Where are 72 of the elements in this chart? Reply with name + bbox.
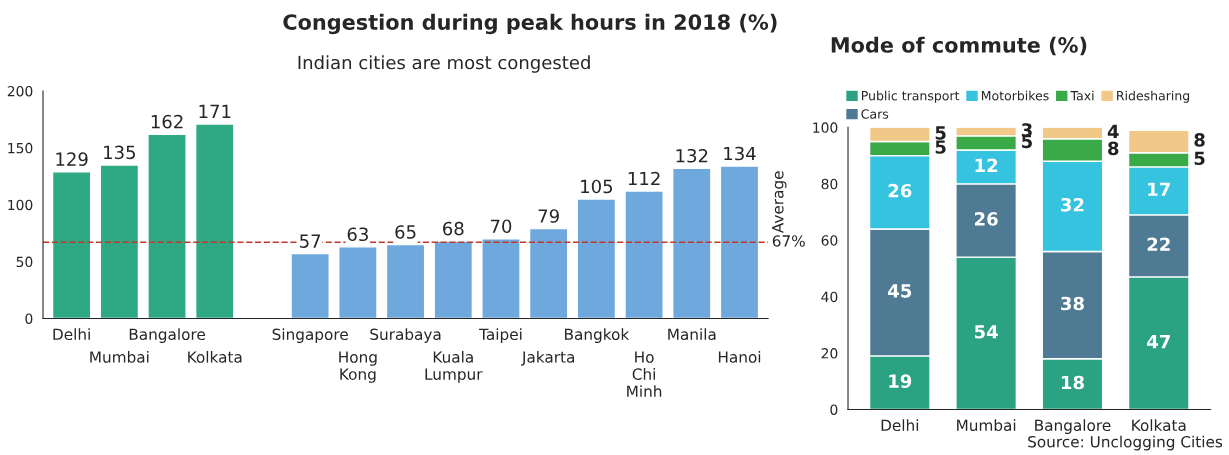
x-tick-label: Mumbai xyxy=(957,419,1016,432)
x-tick-label: Delhi xyxy=(881,419,919,432)
legend-label: Ridesharing xyxy=(1117,90,1190,103)
x-tick-label: Kolkata xyxy=(1132,419,1186,432)
y-tick-label: 100 xyxy=(813,122,838,133)
data-label: 135 xyxy=(104,145,135,160)
data-label: 45 xyxy=(888,284,912,298)
data-label: 54 xyxy=(974,325,998,339)
data-label: 47 xyxy=(1147,335,1170,349)
data-label: 4 xyxy=(1107,124,1119,139)
data-label: 26 xyxy=(888,183,912,198)
data-label: 63 xyxy=(347,227,368,242)
y-tick-label: 20 xyxy=(821,348,838,359)
x-tick-label: Kolkata xyxy=(188,350,242,363)
data-label: 79 xyxy=(538,209,559,223)
y-tick-label: 150 xyxy=(8,142,33,154)
data-label: 68 xyxy=(443,221,464,236)
data-label: 22 xyxy=(1147,237,1170,251)
y-tick-label: 0 xyxy=(25,313,33,324)
data-label: 8 xyxy=(1108,141,1119,156)
data-label: 129 xyxy=(56,152,88,166)
y-tick-label: 100 xyxy=(8,199,33,211)
y-tick-label: 0 xyxy=(830,404,838,415)
data-label: 57 xyxy=(300,234,321,248)
x-tick-label: Jakarta xyxy=(521,350,575,366)
y-tick-label: 40 xyxy=(821,291,838,303)
data-label: 8 xyxy=(1194,133,1205,147)
data-label: 112 xyxy=(628,171,660,186)
legend-label: Taxi xyxy=(1070,90,1094,101)
data-label: 12 xyxy=(975,158,998,172)
x-tick-label: Kuala Lumpur xyxy=(425,350,483,383)
x-tick-label: Surabaya xyxy=(370,328,441,344)
data-label: 5 xyxy=(935,126,946,140)
text: 67% xyxy=(772,235,805,247)
legend-label: Public transport xyxy=(861,90,960,103)
x-tick-label: Delhi xyxy=(53,328,90,341)
chart-title: Congestion during peak hours in 2018 (%) xyxy=(283,13,777,35)
data-label: 162 xyxy=(151,114,183,129)
legend-label: Motorbikes xyxy=(981,90,1049,101)
x-tick-label: Bangalore xyxy=(129,328,205,344)
x-tick-label: Manila xyxy=(668,328,716,341)
data-label: 17 xyxy=(1148,182,1170,196)
data-label: 134 xyxy=(724,146,756,161)
x-tick-label: Hong Kong xyxy=(339,351,377,383)
source-note: Source: Unclogging Cities xyxy=(1028,435,1223,451)
x-tick-label: Mumbai xyxy=(90,350,149,363)
data-label: 5 xyxy=(935,140,946,154)
chart-title: Mode of commute (%) xyxy=(831,36,1087,56)
y-tick-label: 50 xyxy=(16,256,33,268)
data-label: 18 xyxy=(1061,375,1084,390)
x-tick-label: Singapore xyxy=(272,328,348,344)
x-tick-label: Ho Chi Minh xyxy=(627,351,662,397)
y-tick-label: 80 xyxy=(821,178,838,190)
data-label: 132 xyxy=(676,148,708,163)
y-tick-label: 200 xyxy=(7,85,33,97)
chart-subtitle: Indian cities are most congested xyxy=(298,55,590,73)
x-tick-label: Bangkok xyxy=(565,328,630,344)
ref-line-label: Average xyxy=(772,171,787,234)
data-label: 19 xyxy=(889,374,912,388)
x-tick-label: Hanoi xyxy=(718,350,761,363)
data-label: 65 xyxy=(395,225,416,239)
x-tick-label: Taipei xyxy=(479,328,522,344)
x-tick-label: Bangalore xyxy=(1035,419,1111,435)
data-label: 70 xyxy=(490,219,512,234)
legend-label: Cars xyxy=(861,109,889,119)
data-label: 105 xyxy=(581,179,613,194)
data-label: 32 xyxy=(1061,197,1084,212)
y-tick-label: 60 xyxy=(821,235,838,246)
data-label: 5 xyxy=(1194,151,1205,166)
data-label: 38 xyxy=(1061,296,1084,311)
data-label: 26 xyxy=(974,212,998,226)
data-label: 171 xyxy=(199,104,231,118)
